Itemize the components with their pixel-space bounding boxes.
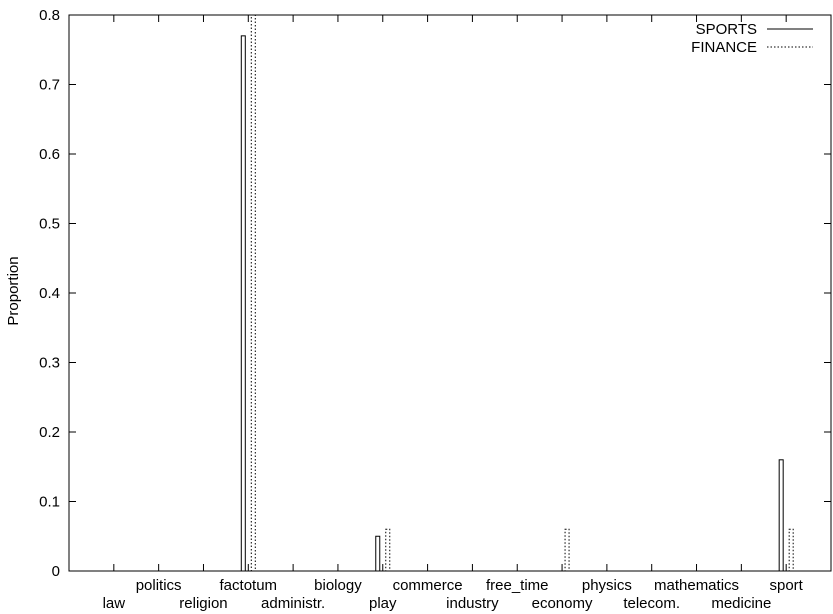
x-tick-label: industry xyxy=(446,595,499,612)
x-tick-label: economy xyxy=(532,595,593,612)
plot-border xyxy=(68,14,832,572)
y-tick-label: 0.4 xyxy=(39,285,60,302)
y-tick-label: 0.7 xyxy=(39,77,60,94)
bar-finance xyxy=(250,14,256,572)
y-axis-ticks: 0 0.1 0.2 0.3 0.4 0.5 0.6 0.7 0.8 xyxy=(39,7,831,580)
y-tick-label: 0.2 xyxy=(39,424,60,441)
x-tick-label: medicine xyxy=(711,595,771,612)
y-tick-label: 0.1 xyxy=(39,494,60,511)
x-tick-label: politics xyxy=(136,577,182,594)
y-tick-label: 0.8 xyxy=(39,7,60,24)
x-tick-label: law xyxy=(103,595,126,612)
y-tick-label: 0.5 xyxy=(39,216,60,233)
bar-sports xyxy=(375,535,381,572)
bar-finance xyxy=(788,528,794,572)
legend-label-sports: SPORTS xyxy=(696,21,757,38)
y-tick-label: 0 xyxy=(52,563,60,580)
bar-finance xyxy=(564,528,570,572)
x-tick-label: biology xyxy=(314,577,362,594)
bar-sports xyxy=(778,459,784,572)
x-tick-label: sport xyxy=(769,577,803,594)
bar-finance xyxy=(385,528,391,572)
bars xyxy=(240,14,794,572)
y-tick-label: 0.3 xyxy=(39,355,60,372)
bar-sports xyxy=(240,35,246,572)
x-tick-label: telecom. xyxy=(623,595,680,612)
x-tick-label: physics xyxy=(582,577,632,594)
x-tick-label: religion xyxy=(179,595,227,612)
x-tick-label: commerce xyxy=(393,577,463,594)
x-tick-label: factotum xyxy=(220,577,278,594)
x-tick-label: administr. xyxy=(261,595,325,612)
x-axis-ticks: law politicsreligionfactotumadministr.bio… xyxy=(103,15,804,612)
x-tick-label: mathematics xyxy=(654,577,739,594)
plot-frame xyxy=(68,14,832,572)
legend-label-finance: FINANCE xyxy=(691,39,757,56)
y-axis-label: Proportion xyxy=(5,256,22,325)
x-tick-label: free_time xyxy=(486,577,549,594)
y-tick-label: 0.6 xyxy=(39,146,60,163)
x-tick-label: play xyxy=(369,595,397,612)
